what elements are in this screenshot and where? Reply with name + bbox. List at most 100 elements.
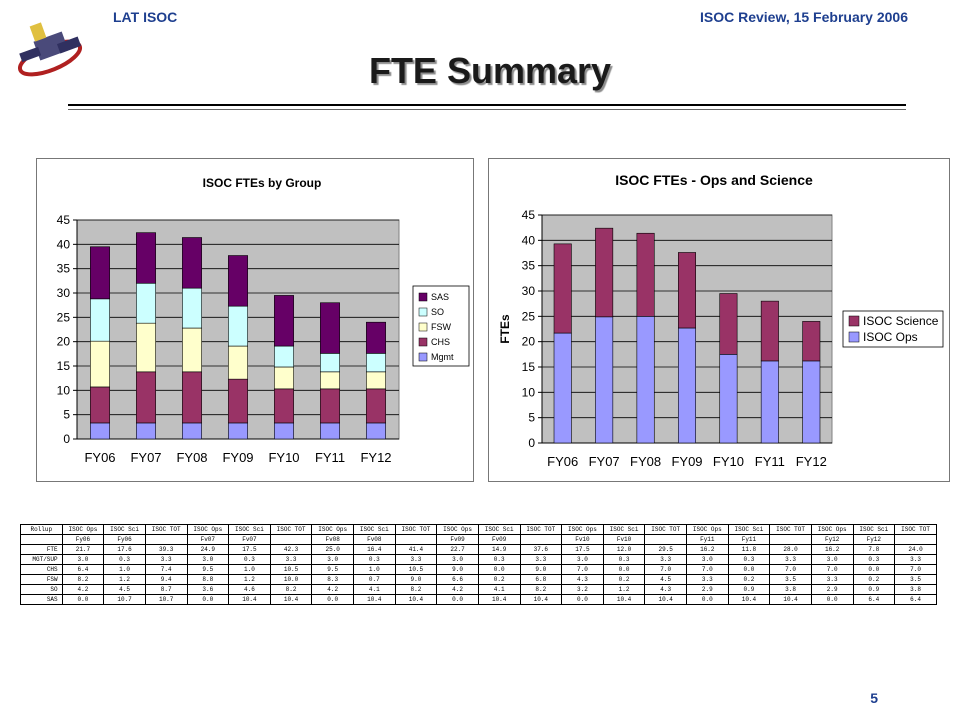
bar-isoc-ops-fy09 bbox=[678, 327, 697, 444]
table-cell: 0.0 bbox=[311, 594, 354, 605]
table-cell: 0.0 bbox=[602, 564, 646, 575]
bar-isoc-science-fy09 bbox=[678, 252, 697, 329]
table-cell: 9.0 bbox=[394, 574, 438, 585]
table-cell: 0.2 bbox=[602, 574, 646, 585]
bar-fsw-fy09 bbox=[228, 345, 248, 380]
table-cell: 16.2 bbox=[810, 544, 854, 555]
table-cell: 0.0 bbox=[186, 594, 230, 605]
row-label: Rollup bbox=[20, 524, 63, 535]
table-cell: 8.3 bbox=[311, 574, 354, 585]
table-cell: 3.0 bbox=[186, 554, 230, 565]
table-cell: 6.4 bbox=[852, 594, 896, 605]
y-tick-label: 25 bbox=[57, 310, 71, 324]
bar-sas-fy09 bbox=[228, 255, 248, 307]
table-cell: 16.4 bbox=[353, 544, 396, 555]
table-cell: 0.9 bbox=[727, 584, 771, 595]
table-cell: ISOC Ops bbox=[436, 524, 479, 535]
table-cell: ISOC Sci bbox=[602, 524, 646, 535]
bar-fsw-fy08 bbox=[182, 327, 202, 373]
bar-mgmt-fy12 bbox=[366, 422, 386, 440]
y-tick-label: 5 bbox=[63, 408, 70, 422]
table-cell: 0.0 bbox=[561, 594, 604, 605]
table-cell: ISOC Ops bbox=[61, 524, 105, 535]
legend-label-so: SO bbox=[431, 307, 444, 317]
table-cell: 11.8 bbox=[727, 544, 771, 555]
table-cell: 3.3 bbox=[644, 554, 687, 565]
bar-sas-fy06 bbox=[90, 246, 110, 300]
table-cell: 10.4 bbox=[394, 594, 438, 605]
bar-chs-fy12 bbox=[366, 388, 386, 424]
x-tick-label: FY10 bbox=[713, 454, 744, 469]
x-tick-label: FY10 bbox=[268, 450, 299, 465]
table-cell: Fv08 bbox=[311, 534, 354, 545]
table-cell: 4.6 bbox=[228, 584, 271, 595]
table-cell: 42.3 bbox=[269, 544, 313, 555]
x-tick-label: FY06 bbox=[547, 454, 578, 469]
table-cell: 3.3 bbox=[769, 554, 812, 565]
table-cell: 1.0 bbox=[228, 564, 271, 575]
table-cell: Fv07 bbox=[186, 534, 230, 545]
y-tick-label: 10 bbox=[522, 385, 536, 399]
table-cell: 9.4 bbox=[144, 574, 188, 585]
table-cell: 3.6 bbox=[186, 584, 230, 595]
table-cell: 22.7 bbox=[436, 544, 479, 555]
table-cell bbox=[394, 534, 438, 545]
row-label: SO bbox=[20, 584, 63, 595]
bar-so-fy11 bbox=[320, 353, 340, 373]
table-cell: 6.4 bbox=[61, 564, 105, 575]
table-cell: 4.3 bbox=[644, 584, 687, 595]
table-cell: 14.9 bbox=[477, 544, 521, 555]
x-tick-label: FY06 bbox=[84, 450, 115, 465]
table-cell: 8.2 bbox=[61, 574, 105, 585]
x-tick-label: FY09 bbox=[222, 450, 253, 465]
table-row: MGT/SUP 3.0 0.3 3.3 3.0 0.3 3.3 3.0 0.3 3.3 3.0 0.3… bbox=[20, 554, 937, 565]
row-label: FTE bbox=[20, 544, 63, 555]
row-label: MGT/SUP bbox=[20, 554, 63, 565]
table-cell: 29.5 bbox=[644, 544, 687, 555]
table-cell: 16.2 bbox=[686, 544, 729, 555]
table-cell: 9.0 bbox=[436, 564, 479, 575]
x-tick-label: FY11 bbox=[755, 454, 785, 469]
table-cell bbox=[644, 534, 687, 545]
x-tick-label: FY07 bbox=[130, 450, 161, 465]
table-cell bbox=[519, 534, 563, 545]
table-cell bbox=[894, 534, 937, 545]
table-cell: Fv09 bbox=[477, 534, 521, 545]
table-cell: 0.2 bbox=[852, 574, 896, 585]
table-cell: 10.5 bbox=[269, 564, 313, 575]
table-cell: Fy12 bbox=[852, 534, 896, 545]
table-cell: 3.0 bbox=[686, 554, 729, 565]
bar-sas-fy11 bbox=[320, 302, 340, 354]
page-number: 5 bbox=[870, 690, 878, 706]
table-cell: 10.0 bbox=[269, 574, 313, 585]
y-tick-label: 40 bbox=[522, 233, 536, 247]
bar-sas-fy08 bbox=[182, 237, 202, 289]
bar-isoc-science-fy10 bbox=[719, 293, 738, 355]
chart-fte-ops-science-svg: ISOC FTEs - Ops and Science 0 5 10 15 20 25 30 3… bbox=[498, 172, 944, 469]
table-header-row: Rollup ISOC Ops ISOC Sci ISOC TOT ISOC Ops IS… bbox=[20, 524, 937, 535]
y-tick-label: 0 bbox=[528, 436, 535, 450]
table-cell: ISOC Sci bbox=[727, 524, 771, 535]
y-tick-label: 30 bbox=[522, 284, 536, 298]
legend-label-chs: CHS bbox=[431, 337, 450, 347]
bar-sas-fy07 bbox=[136, 232, 156, 284]
bar-so-fy06 bbox=[90, 298, 110, 342]
x-tick-label: FY12 bbox=[360, 450, 391, 465]
y-tick-label: 20 bbox=[522, 335, 536, 349]
table-cell: 3.3 bbox=[144, 554, 188, 565]
chart-fte-by-group-svg: ISOC FTEs by Group 0 5 10 15 20 25 30 35 40 45 FY06… bbox=[57, 176, 470, 465]
table-cell: ISOC Ops bbox=[186, 524, 230, 535]
table-cell: 0.3 bbox=[353, 554, 396, 565]
table-cell: 1.2 bbox=[602, 584, 646, 595]
y-axis-label: FTEs bbox=[498, 314, 512, 344]
chart-fte-by-group: ISOC FTEs by Group 0 5 10 15 20 25 30 35 40 45 FY06… bbox=[36, 158, 474, 482]
table-cell: 7.0 bbox=[769, 564, 812, 575]
table-cell: 7.0 bbox=[810, 564, 854, 575]
table-cell: 7.0 bbox=[561, 564, 604, 575]
table-cell: ISOC TOT bbox=[394, 524, 438, 535]
table-cell: 0.3 bbox=[228, 554, 271, 565]
table-row: CHS 6.4 1.0 7.4 9.5 1.0 10.5 9.5 1.0 10.5 9.0 0.0 9.… bbox=[20, 564, 937, 575]
table-cell: 4.5 bbox=[644, 574, 687, 585]
chart-fte-ops-science: ISOC FTEs - Ops and Science 0 5 10 15 20 25 30 3… bbox=[488, 158, 950, 482]
bar-isoc-ops-fy10 bbox=[719, 354, 738, 444]
